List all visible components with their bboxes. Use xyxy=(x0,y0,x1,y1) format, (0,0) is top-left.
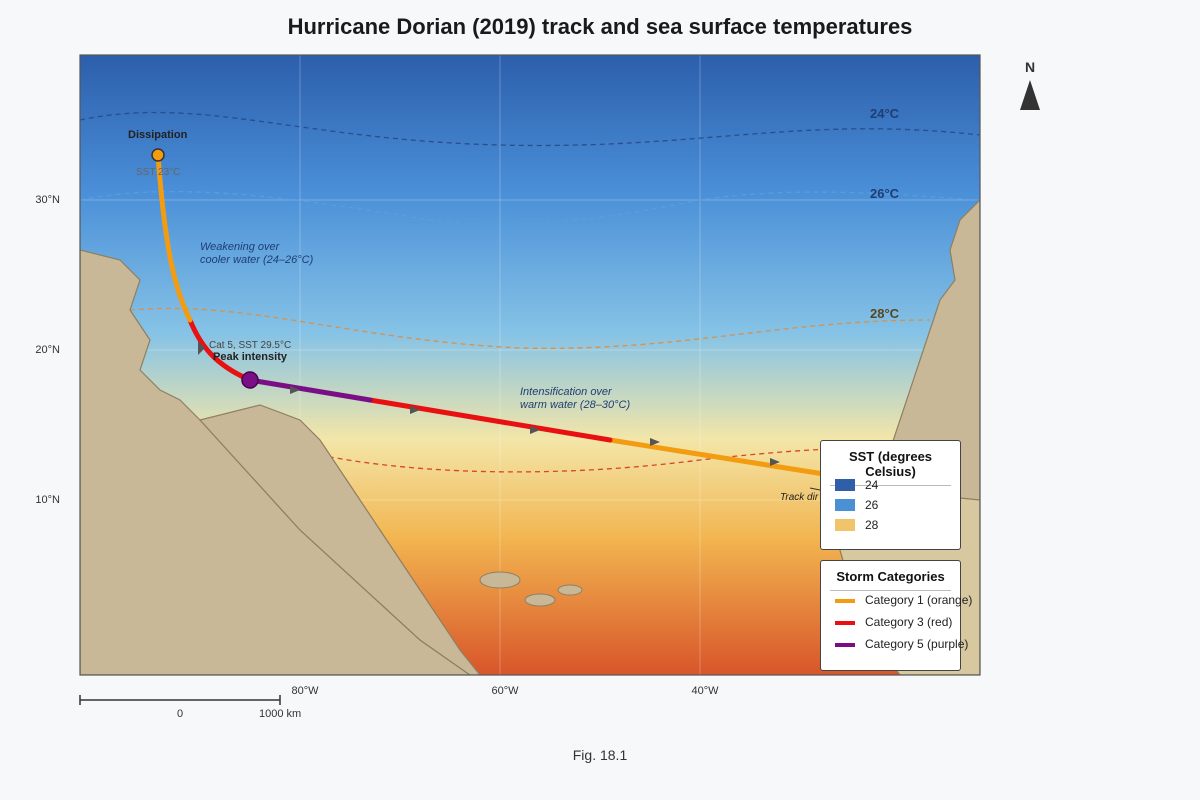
storm-legend-title: Storm Categories xyxy=(830,561,951,591)
isotherm-28 xyxy=(129,307,931,349)
peak-label: Peak intensity xyxy=(213,351,288,363)
track-direction-arrows xyxy=(168,252,780,466)
track-cat1-north xyxy=(155,152,193,323)
scale-bar xyxy=(79,695,281,705)
intensification-label-line2: warm water (28–30°C) xyxy=(520,399,630,411)
north-arrow-icon xyxy=(1020,80,1040,110)
sst-swatch xyxy=(835,479,855,491)
cat3-line-swatch xyxy=(835,621,855,625)
dissipation-label: Dissipation xyxy=(128,129,188,141)
lat-label: 30°N xyxy=(35,194,60,206)
weakening-label-line2: cooler water (24–26°C) xyxy=(200,254,314,266)
sst-swatch xyxy=(835,499,855,511)
isotherm-30 xyxy=(319,448,831,473)
cat5-line-swatch xyxy=(835,643,855,647)
lon-label: 80°W xyxy=(291,685,319,697)
dissipation-sst-label: SST 23°C xyxy=(136,167,180,178)
track-cat3-turn xyxy=(187,317,253,383)
track-cat1-east xyxy=(607,437,833,478)
lat-label: 10°N xyxy=(35,494,60,506)
isotherm-24 xyxy=(80,111,980,147)
lon-label: 60°W xyxy=(491,685,519,697)
track-direction-label: Track dir xyxy=(780,492,819,503)
storm-legend-label: Category 5 (purple) xyxy=(865,637,969,651)
island xyxy=(479,571,521,589)
island xyxy=(557,584,583,596)
cat1-line-swatch xyxy=(835,599,855,603)
chart-title: Hurricane Dorian (2019) track and sea su… xyxy=(287,14,913,39)
sst-legend-title: SST (degrees Celsius) xyxy=(830,441,951,486)
lat-label: 20°N xyxy=(35,344,60,356)
weakening-label-line1: Weakening over xyxy=(200,241,281,253)
sst-swatch xyxy=(835,519,855,531)
map-frame xyxy=(79,54,981,676)
isotherm-label-24: 24°C xyxy=(870,106,900,121)
track-cat5-peak xyxy=(247,377,373,403)
sst-legend-label: 24 xyxy=(865,478,879,492)
north-label: N xyxy=(1024,59,1036,75)
storm-legend-label: Category 3 (red) xyxy=(865,615,953,629)
scale-end-label: 1000 km xyxy=(259,708,302,720)
intensification-label-line1: Intensification over xyxy=(520,386,613,398)
isotherm-label-28: 28°C xyxy=(870,306,900,321)
peak-detail-label: Cat 5, SST 29.5°C xyxy=(209,340,291,351)
lon-label: 40°W xyxy=(691,685,719,697)
sst-legend: SST (degrees Celsius) 24 26 28 30 xyxy=(820,440,961,550)
peak-intensity-marker xyxy=(241,371,259,389)
island xyxy=(524,593,556,607)
dissipation-marker xyxy=(151,148,165,162)
land-south xyxy=(198,404,481,675)
sst-legend-label: 26 xyxy=(865,498,879,512)
storm-legend-label: Category 1 (orange) xyxy=(865,593,973,607)
figure-caption: Fig. 18.1 xyxy=(572,747,628,763)
storm-legend: Storm Categories Category 1 (orange) Cat… xyxy=(820,560,972,671)
isotherm-label-26: 26°C xyxy=(870,186,900,201)
scale-start-label: 0 xyxy=(177,708,184,720)
sst-legend-label: 28 xyxy=(865,518,879,532)
